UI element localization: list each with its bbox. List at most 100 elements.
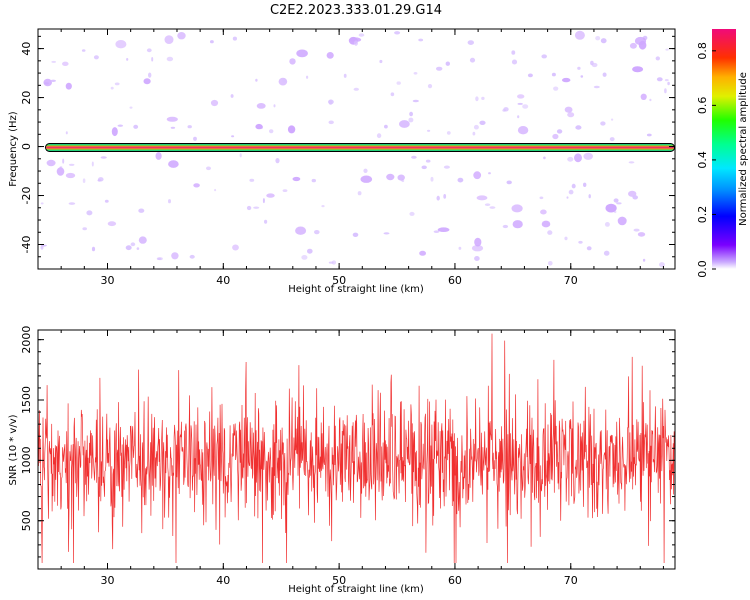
x-tick-label: 60	[448, 274, 462, 287]
spectrogram-band	[45, 143, 675, 152]
speckle-mark	[111, 127, 118, 137]
speckle-mark	[471, 245, 484, 252]
speckle-mark	[467, 40, 474, 45]
colorbar-label: Normalized spectral amplitude	[738, 72, 749, 226]
speckle-mark	[476, 195, 488, 201]
speckle-mark	[539, 196, 544, 200]
speckle-mark	[266, 193, 275, 198]
speckle-mark	[605, 203, 617, 213]
speckle-mark	[578, 240, 583, 244]
speckle-mark	[376, 133, 382, 139]
speckle-mark	[46, 159, 56, 167]
x-tick-label: 30	[100, 274, 114, 287]
speckle-mark	[506, 180, 512, 185]
speckle-mark	[246, 205, 252, 211]
speckle-mark	[574, 153, 582, 163]
speckle-mark	[646, 133, 652, 137]
speckle-mark	[193, 183, 200, 188]
speckle-mark	[379, 59, 383, 64]
speckle-mark	[146, 48, 152, 53]
y-tick-label: 0	[20, 143, 33, 150]
y-tick-label: 20	[20, 91, 33, 105]
speckle-mark	[331, 260, 337, 265]
speckle-mark	[129, 106, 133, 109]
speckle-mark	[114, 82, 120, 86]
speckle-mark	[633, 228, 640, 232]
y-tick-label: -20	[20, 187, 33, 205]
speckle-mark	[481, 96, 485, 100]
speckle-mark	[588, 194, 591, 199]
speckle-mark	[360, 175, 373, 183]
speckle-mark	[148, 72, 152, 78]
speckle-mark	[100, 156, 107, 159]
colorbar-tick-label: 0.2	[696, 206, 709, 224]
speckle-mark	[269, 129, 274, 134]
speckle-mark	[484, 203, 491, 206]
speckle-mark	[408, 117, 414, 123]
speckle-mark	[62, 158, 65, 164]
band-core	[46, 146, 674, 149]
speckle-mark	[443, 194, 447, 199]
speckle-mark	[151, 57, 154, 62]
speckle-mark	[628, 190, 637, 197]
y-tick-label: 1500	[20, 386, 33, 414]
speckle-mark	[564, 106, 573, 113]
speckle-mark	[665, 48, 669, 51]
speckle-mark	[164, 35, 174, 44]
speckle-mark	[664, 88, 667, 94]
speckle-mark	[354, 40, 358, 46]
speckle-mark	[553, 86, 559, 91]
speckle-mark	[357, 191, 362, 196]
speckle-mark	[517, 115, 520, 119]
speckle-mark	[328, 100, 333, 105]
speckle-mark	[527, 73, 533, 78]
speckle-mark	[93, 55, 99, 60]
speckle-mark	[68, 202, 76, 205]
speckle-mark	[171, 252, 179, 260]
colorbar-tick-label: 0.8	[696, 42, 709, 60]
speckle-mark	[255, 123, 263, 130]
speckle-mark	[583, 152, 593, 160]
speckle-mark	[637, 232, 646, 237]
x-tick-label: 40	[216, 574, 230, 587]
speckle-mark	[436, 195, 440, 201]
speckle-mark	[522, 104, 529, 109]
speckle-mark	[568, 189, 574, 195]
speckle-mark	[326, 52, 334, 59]
speckle-mark	[189, 254, 195, 259]
speckle-mark	[443, 165, 450, 169]
speckle-mark	[352, 232, 359, 237]
speckle-mark	[511, 50, 516, 55]
speckle-mark	[457, 177, 464, 183]
speckle-mark	[143, 78, 151, 85]
x-tick-label: 60	[448, 574, 462, 587]
colorbar-tick-label: 0.0	[696, 260, 709, 278]
speckle-mark	[314, 230, 320, 235]
speckle-mark	[433, 230, 440, 233]
speckle-mark	[436, 66, 443, 71]
spectrogram-panel: 30 40 50 60 70 -40 -20 0 20 40 Height of straight…	[8, 28, 676, 295]
speckle-mark	[43, 78, 52, 87]
speckle-mark	[262, 198, 265, 204]
speckle-mark	[296, 49, 308, 58]
speckle-mark	[413, 72, 418, 75]
speckle-mark	[547, 230, 553, 235]
speckle-mark	[548, 261, 553, 266]
speckle-mark	[256, 103, 266, 109]
speckle-mark	[600, 121, 606, 126]
speckle-mark	[567, 112, 575, 118]
speckle-mark	[275, 158, 280, 164]
x-tick-label: 50	[332, 574, 346, 587]
speckle-mark	[170, 126, 176, 129]
speckle-mark	[600, 38, 607, 44]
speckle-mark	[628, 161, 635, 164]
speckle-mark	[632, 66, 644, 73]
speckle-mark	[667, 81, 670, 86]
speckle-mark	[541, 54, 547, 59]
speckle-mark	[383, 232, 390, 235]
speckle-mark	[321, 205, 325, 208]
speckle-mark	[138, 236, 147, 244]
speckle-mark	[469, 57, 476, 63]
speckle-mark	[273, 104, 276, 108]
